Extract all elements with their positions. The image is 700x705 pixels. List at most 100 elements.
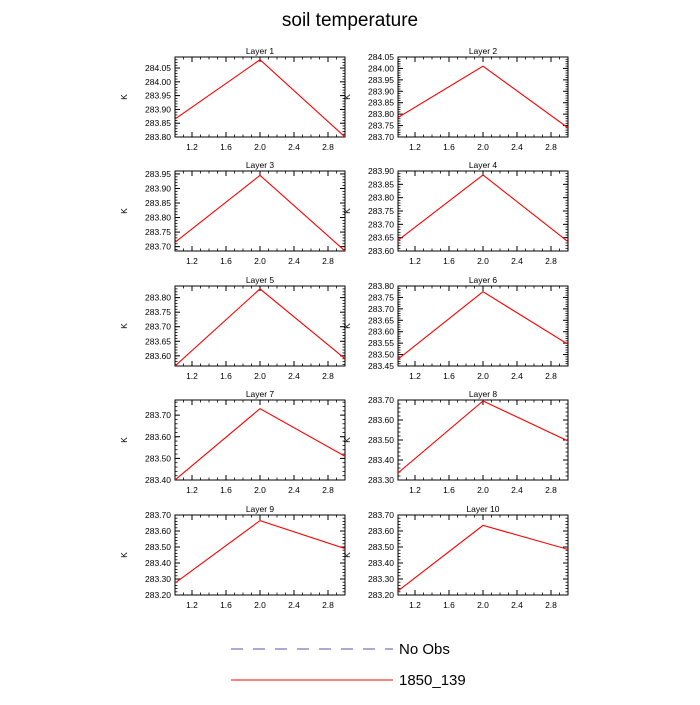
- y-axis-label: K: [119, 94, 129, 100]
- x-tick-label: 1.2: [409, 600, 421, 610]
- series-line-1850-139: [175, 519, 345, 584]
- series-line-1850-139: [398, 400, 568, 474]
- y-tick-label: 283.75: [145, 307, 171, 317]
- panel-title: Layer 8: [469, 389, 498, 399]
- y-tick-label: 283.85: [368, 98, 394, 108]
- y-tick-label: 283.70: [368, 132, 394, 142]
- y-axis-label: K: [342, 208, 352, 214]
- series-line-1850-139: [398, 174, 568, 243]
- x-tick-label: 2.0: [254, 256, 266, 266]
- x-tick-label: 1.6: [220, 142, 232, 152]
- series-line-1850-139: [398, 524, 568, 592]
- panel-layer-10: Layer 10 K 1.2 1.6 2.0 2.4 2.8 283.20 283.30 283.…: [342, 504, 569, 610]
- plot-frame: [174, 399, 346, 481]
- panel-layer-7: Layer 7 K 1.2 1.6 2.0 2.4 2.8 283.40 283.50 283.6…: [119, 389, 346, 495]
- y-tick-label: 283.40: [368, 455, 394, 465]
- x-tick-label: 2.4: [511, 371, 523, 381]
- x-tick-label: 2.8: [322, 600, 334, 610]
- plot-frame: [397, 56, 569, 138]
- plot-frame: [397, 170, 569, 252]
- x-tick-label: 2.4: [511, 600, 523, 610]
- y-tick-label: 283.80: [368, 109, 394, 119]
- x-tick-label: 2.4: [288, 600, 300, 610]
- y-tick-label: 284.00: [368, 63, 394, 73]
- y-axis-label: K: [119, 437, 129, 443]
- series-line-1850-139: [398, 291, 568, 360]
- x-tick-label: 2.8: [545, 371, 557, 381]
- y-tick-label: 283.85: [145, 198, 171, 208]
- y-tick-label: 283.80: [368, 281, 394, 291]
- y-tick-label: 283.40: [368, 558, 394, 568]
- x-tick-label: 1.2: [409, 256, 421, 266]
- panel-title: Layer 7: [246, 389, 275, 399]
- x-tick-label: 1.2: [409, 142, 421, 152]
- plot-frame: [174, 514, 346, 596]
- x-tick-label: 2.4: [511, 485, 523, 495]
- y-tick-label: 283.85: [368, 179, 394, 189]
- y-tick-label: 283.70: [145, 322, 171, 332]
- panel-title: Layer 9: [246, 504, 275, 514]
- panel-layer-4: Layer 4 K 1.2 1.6 2.0 2.4 2.8 283.60 283.65 283.7…: [342, 160, 569, 266]
- panel-layer-5: Layer 5 K 1.2 1.6 2.0 2.4 2.8 283.60 283.65 283.7…: [119, 275, 346, 381]
- series-line-1850-139: [175, 288, 345, 366]
- plot-frame: [174, 170, 346, 252]
- y-axis-label: K: [342, 437, 352, 443]
- x-tick-label: 2.8: [545, 256, 557, 266]
- x-tick-label: 2.0: [477, 371, 489, 381]
- y-tick-label: 283.30: [368, 475, 394, 485]
- y-tick-label: 283.70: [145, 510, 171, 520]
- y-tick-label: 283.60: [368, 415, 394, 425]
- x-tick-label: 2.0: [477, 600, 489, 610]
- x-tick-label: 2.8: [322, 256, 334, 266]
- panel-layer-3: Layer 3 K 1.2 1.6 2.0 2.4 2.8 283.70 283.75 283.8…: [119, 160, 346, 266]
- y-tick-label: 283.60: [368, 246, 394, 256]
- y-tick-label: 283.20: [145, 590, 171, 600]
- y-axis-label: K: [119, 208, 129, 214]
- y-tick-label: 283.95: [145, 91, 171, 101]
- y-tick-label: 283.55: [368, 338, 394, 348]
- y-tick-label: 283.70: [145, 242, 171, 252]
- x-tick-label: 2.4: [511, 256, 523, 266]
- plot-frame: [174, 56, 346, 138]
- y-tick-label: 283.90: [145, 183, 171, 193]
- panel-title: Layer 3: [246, 160, 275, 170]
- y-tick-label: 283.60: [368, 526, 394, 536]
- x-tick-label: 2.4: [511, 142, 523, 152]
- x-tick-label: 2.0: [477, 485, 489, 495]
- y-tick-label: 283.65: [368, 315, 394, 325]
- x-tick-label: 2.0: [254, 485, 266, 495]
- panel-grid: Layer 1K1.2 1.6 2.0 2.4 2.8283.80283.85283.9…: [119, 46, 569, 610]
- y-tick-label: 283.80: [145, 132, 171, 142]
- y-axis-label: K: [342, 552, 352, 558]
- series-line-1850-139: [398, 65, 568, 129]
- panel-title: Layer 2: [469, 46, 498, 56]
- y-tick-label: 283.70: [145, 410, 171, 420]
- y-tick-label: 283.60: [368, 327, 394, 337]
- x-tick-label: 1.6: [220, 485, 232, 495]
- plot-frame: [397, 285, 569, 367]
- y-tick-label: 283.50: [145, 542, 171, 552]
- x-tick-label: 2.0: [254, 371, 266, 381]
- y-tick-label: 283.50: [368, 350, 394, 360]
- panel-title: Layer 4: [469, 160, 498, 170]
- x-tick-label: 1.2: [186, 371, 198, 381]
- y-tick-label: 283.60: [145, 432, 171, 442]
- y-tick-label: 283.95: [368, 75, 394, 85]
- x-tick-label: 1.6: [443, 142, 455, 152]
- x-tick-label: 1.6: [443, 371, 455, 381]
- panel-title: Layer 5: [246, 275, 275, 285]
- y-tick-label: 283.75: [145, 227, 171, 237]
- x-tick-label: 2.8: [322, 485, 334, 495]
- x-tick-label: 1.2: [409, 485, 421, 495]
- panel-title: Layer 10: [466, 504, 499, 514]
- y-tick-label: 283.20: [368, 590, 394, 600]
- y-tick-label: 283.80: [368, 193, 394, 203]
- y-tick-label: 283.70: [368, 510, 394, 520]
- y-tick-label: 283.75: [368, 206, 394, 216]
- plot-frame: [397, 399, 569, 481]
- panel-layer-8: Layer 8 K 1.2 1.6 2.0 2.4 2.8 283.30 283.40 283.5…: [342, 389, 569, 495]
- y-tick-label: 283.85: [145, 118, 171, 128]
- panel-title: Layer 6: [469, 275, 498, 285]
- x-tick-label: 1.6: [443, 485, 455, 495]
